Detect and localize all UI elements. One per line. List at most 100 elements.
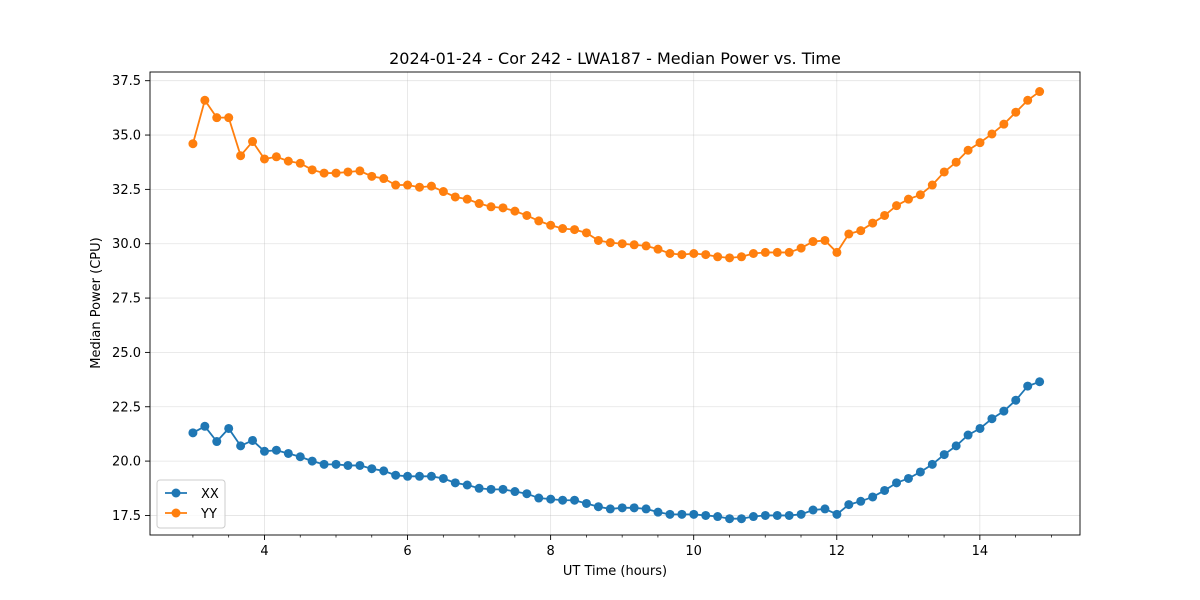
data-point-yy [450, 192, 460, 202]
data-point-yy [558, 224, 568, 234]
data-point-xx [200, 421, 210, 431]
data-point-xx [486, 484, 496, 494]
x-tick-label: 12 [828, 544, 845, 559]
data-point-xx [975, 423, 985, 433]
y-tick-label: 20.0 [112, 455, 141, 470]
data-point-yy [462, 194, 472, 204]
data-point-xx [725, 514, 735, 524]
data-point-xx [391, 470, 401, 480]
data-point-yy [951, 157, 961, 167]
data-point-xx [844, 500, 854, 510]
data-point-yy [1023, 95, 1033, 105]
data-point-yy [367, 171, 377, 181]
data-point-xx [939, 450, 949, 460]
data-point-yy [760, 247, 770, 257]
data-point-yy [498, 203, 508, 213]
data-point-xx [283, 448, 293, 458]
data-point-yy [510, 206, 520, 216]
plot-frame [149, 71, 1081, 536]
data-point-xx [570, 495, 580, 505]
data-point-yy [856, 226, 866, 236]
data-point-xx [462, 480, 472, 490]
data-point-xx [629, 503, 639, 513]
data-point-yy [438, 187, 448, 197]
data-point-yy [796, 243, 806, 253]
data-point-yy [641, 241, 651, 251]
data-point-yy [534, 216, 544, 226]
data-point-yy [653, 244, 663, 254]
data-point-xx [689, 509, 699, 519]
data-point-xx [951, 441, 961, 451]
series-xx [188, 377, 1045, 524]
data-point-yy [748, 249, 758, 258]
data-point-xx [927, 459, 937, 469]
data-point-xx [546, 494, 556, 504]
chart-title: 2024-01-24 - Cor 242 - LWA187 - Median P… [389, 49, 841, 68]
grid-layer [150, 72, 1080, 535]
data-point-xx [426, 471, 436, 481]
data-point-xx [522, 489, 532, 499]
data-point-yy [474, 199, 484, 209]
data-point-xx [653, 507, 663, 517]
data-point-xx [307, 456, 317, 466]
data-point-yy [581, 228, 591, 238]
data-point-yy [391, 180, 401, 190]
data-point-yy [844, 229, 854, 239]
y-tick-label: 32.5 [112, 183, 141, 198]
data-point-xx [617, 503, 627, 513]
data-point-xx [820, 504, 830, 514]
data-point-xx [880, 485, 890, 495]
data-point-yy [617, 239, 627, 249]
data-point-xx [1035, 377, 1045, 387]
x-tick-label: 4 [260, 544, 268, 559]
data-point-yy [939, 167, 949, 177]
data-point-xx [438, 473, 448, 483]
data-point-yy [343, 167, 353, 177]
data-point-xx [892, 478, 902, 488]
data-point-xx [903, 473, 913, 483]
data-point-yy [927, 180, 937, 190]
data-point-xx [868, 492, 878, 502]
data-point-yy [593, 235, 603, 245]
data-point-xx [713, 512, 723, 522]
data-point-xx [999, 406, 1009, 416]
data-point-xx [510, 487, 520, 497]
data-point-xx [403, 471, 413, 481]
data-point-xx [760, 510, 770, 520]
y-axis-label: Median Power (CPU) [89, 237, 104, 368]
data-point-xx [1023, 381, 1033, 391]
y-tick-label: 35.0 [112, 129, 141, 144]
data-point-yy [725, 253, 735, 263]
y-tick-label: 37.5 [112, 74, 141, 89]
y-tick-label: 22.5 [112, 400, 141, 415]
data-point-yy [915, 190, 925, 200]
data-point-yy [570, 225, 580, 235]
data-point-xx [224, 423, 234, 433]
axis-layer: 4 6 8 10 12 14 17.5 20.0 22.5 25.0 27.5 30.0 32.5 35.… [112, 74, 1052, 559]
data-point-xx [772, 510, 782, 520]
data-point-xx [319, 459, 329, 469]
data-point-yy [820, 235, 830, 245]
x-tick-label: 10 [685, 544, 702, 559]
data-point-yy [295, 158, 305, 168]
data-point-xx [450, 478, 460, 488]
data-point-xx [581, 498, 591, 508]
x-tick-label: 8 [546, 544, 554, 559]
data-point-yy [1011, 107, 1021, 117]
y-tick-label: 30.0 [112, 237, 141, 252]
data-point-yy [271, 152, 281, 162]
data-point-xx [915, 467, 925, 477]
data-point-yy [999, 119, 1009, 129]
y-tick-label: 25.0 [112, 346, 141, 361]
legend-label-xx: XX [201, 487, 219, 502]
data-point-yy [319, 168, 329, 178]
x-axis-label: UT Time (hours) [563, 564, 667, 579]
data-point-yy [629, 240, 639, 250]
data-point-yy [605, 238, 615, 248]
data-point-yy [259, 154, 269, 164]
data-point-yy [677, 250, 687, 260]
data-point-yy [248, 137, 258, 147]
data-point-xx [188, 428, 198, 438]
data-point-xx [1011, 395, 1021, 405]
data-point-xx [987, 414, 997, 424]
